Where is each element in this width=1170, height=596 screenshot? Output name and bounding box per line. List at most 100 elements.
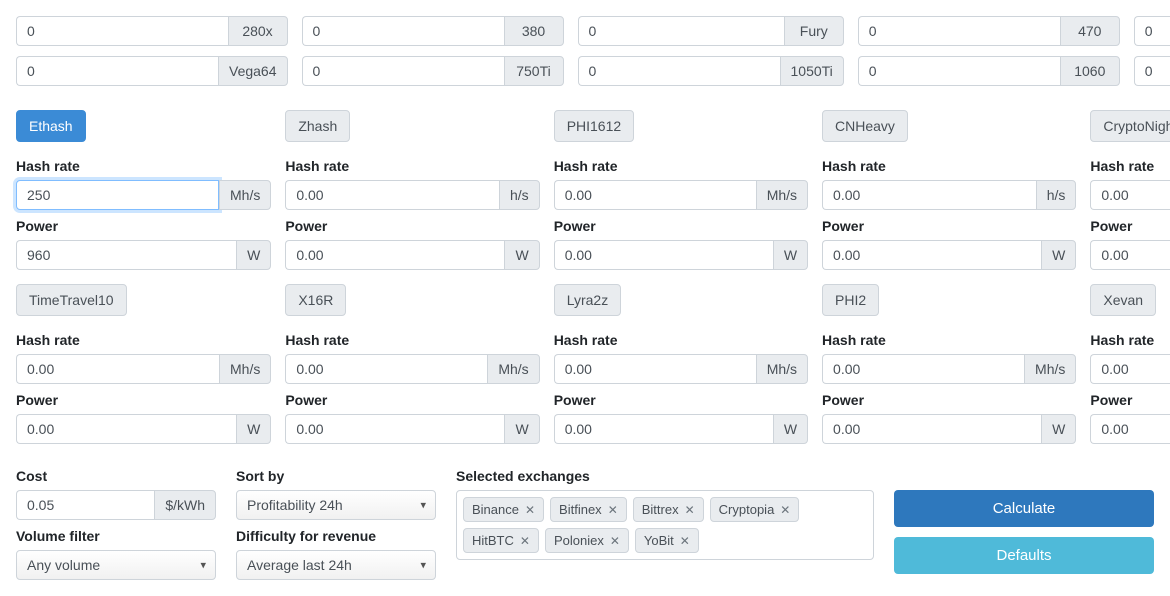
power-input-group: W <box>1090 240 1170 270</box>
algo-button[interactable]: Xevan <box>1090 284 1156 316</box>
power-input-group: W <box>1090 414 1170 444</box>
cost-input[interactable] <box>16 490 154 520</box>
hashrate-input[interactable] <box>16 180 219 210</box>
gpu-count-input[interactable] <box>1134 16 1170 46</box>
close-icon[interactable]: ✕ <box>608 503 618 517</box>
power-label: Power <box>1090 218 1170 234</box>
algo-button[interactable]: CNHeavy <box>822 110 908 142</box>
power-input[interactable] <box>822 240 1041 270</box>
hashrate-label: Hash rate <box>285 158 539 174</box>
hashrate-input-group: Mh/s <box>16 354 271 384</box>
close-icon[interactable]: ✕ <box>525 503 535 517</box>
hashrate-input[interactable] <box>285 180 499 210</box>
hashrate-input[interactable] <box>554 180 756 210</box>
exchange-tag-label: YoBit <box>644 533 674 548</box>
exchange-tag[interactable]: YoBit ✕ <box>635 528 699 553</box>
exchange-tag[interactable]: Cryptopia ✕ <box>710 497 800 522</box>
hashrate-unit: h/s <box>1036 180 1077 210</box>
hashrate-label: Hash rate <box>1090 332 1170 348</box>
exchange-tag-label: Cryptopia <box>719 502 775 517</box>
close-icon[interactable]: ✕ <box>780 503 790 517</box>
exchange-tag[interactable]: Bittrex✕ <box>633 497 704 522</box>
algo-button[interactable]: TimeTravel10 <box>16 284 127 316</box>
algo-button[interactable]: PHI2 <box>822 284 879 316</box>
algo-button[interactable]: Zhash <box>285 110 350 142</box>
power-label: Power <box>16 392 271 408</box>
volume-filter-select[interactable]: Any volume <box>16 550 216 580</box>
hashrate-input[interactable] <box>554 354 756 384</box>
close-icon[interactable]: ✕ <box>520 534 530 548</box>
exchanges-box[interactable]: Binance✕Bitfinex✕Bittrex✕Cryptopia✕HitBT… <box>456 490 874 560</box>
algo-block: EthashHash rateMh/sPowerW <box>16 110 271 270</box>
algo-button[interactable]: Lyra2z <box>554 284 622 316</box>
action-buttons-column: Calculate Defaults <box>894 468 1154 574</box>
exchange-tag[interactable]: Bitfinex✕ <box>550 497 627 522</box>
gpu-count-input[interactable] <box>578 56 780 86</box>
power-input[interactable] <box>16 240 236 270</box>
gpu-count-input[interactable] <box>16 16 228 46</box>
close-icon[interactable]: ✕ <box>685 503 695 517</box>
algo-block: CNHeavyHash rateh/sPowerW <box>822 110 1076 270</box>
sort-difficulty-column: Sort by Profitability 24h Difficulty for… <box>236 468 436 580</box>
hashrate-input-group: Mh/s <box>1090 354 1170 384</box>
power-label: Power <box>285 218 539 234</box>
hashrate-input[interactable] <box>822 354 1024 384</box>
exchange-tag[interactable]: Binance✕ <box>463 497 544 522</box>
power-input[interactable] <box>285 240 504 270</box>
power-label: Power <box>554 392 808 408</box>
power-input[interactable] <box>1090 414 1170 444</box>
hashrate-label: Hash rate <box>1090 158 1170 174</box>
hashrate-unit: Mh/s <box>219 180 271 210</box>
close-icon[interactable]: ✕ <box>610 534 620 548</box>
gpu-count-input[interactable] <box>302 16 504 46</box>
hashrate-label: Hash rate <box>822 332 1076 348</box>
hashrate-input-group: h/s <box>822 180 1076 210</box>
algo-button[interactable]: CryptoNightV7 <box>1090 110 1170 142</box>
power-input-group: W <box>554 414 808 444</box>
exchange-tag-label: Poloniex <box>554 533 604 548</box>
algo-button[interactable]: PHI1612 <box>554 110 634 142</box>
gpu-count-input[interactable] <box>578 16 784 46</box>
gpu-label: 750Ti <box>504 56 564 86</box>
defaults-button[interactable]: Defaults <box>894 537 1154 574</box>
hashrate-input-group: Mh/s <box>554 354 808 384</box>
gpu-count-input[interactable] <box>1134 56 1170 86</box>
sortby-select[interactable]: Profitability 24h <box>236 490 436 520</box>
algo-button[interactable]: Ethash <box>16 110 86 142</box>
gpu-count-input[interactable] <box>302 56 504 86</box>
hashrate-input[interactable] <box>16 354 219 384</box>
calculate-button[interactable]: Calculate <box>894 490 1154 527</box>
power-input-group: W <box>16 414 271 444</box>
power-unit: W <box>504 240 539 270</box>
power-input[interactable] <box>554 240 773 270</box>
power-input-group: W <box>285 414 539 444</box>
gpu-input-group: 1070 <box>1134 56 1170 86</box>
exchange-tag[interactable]: Poloniex ✕ <box>545 528 629 553</box>
difficulty-select[interactable]: Average last 24h <box>236 550 436 580</box>
power-label: Power <box>1090 392 1170 408</box>
gpu-count-input[interactable] <box>858 56 1060 86</box>
hashrate-input[interactable] <box>285 354 487 384</box>
hashrate-label: Hash rate <box>285 332 539 348</box>
algo-block: ZhashHash rateh/sPowerW <box>285 110 539 270</box>
gpu-input-group: Fury <box>578 16 844 46</box>
cost-label: Cost <box>16 468 216 484</box>
gpu-count-input[interactable] <box>16 56 218 86</box>
exchange-tag[interactable]: HitBTC✕ <box>463 528 539 553</box>
power-input[interactable] <box>285 414 504 444</box>
hashrate-input[interactable] <box>1090 354 1170 384</box>
hashrate-input[interactable] <box>822 180 1036 210</box>
close-icon[interactable]: ✕ <box>680 534 690 548</box>
algo-block: X16RHash rateMh/sPowerW <box>285 284 539 444</box>
gpu-input-group: Vega64 <box>16 56 288 86</box>
cost-volume-column: Cost $/kWh Volume filter Any volume <box>16 468 216 580</box>
gpu-label: Fury <box>784 16 844 46</box>
power-input[interactable] <box>1090 240 1170 270</box>
algo-button[interactable]: X16R <box>285 284 346 316</box>
difficulty-label: Difficulty for revenue <box>236 528 436 544</box>
power-input[interactable] <box>554 414 773 444</box>
hashrate-input[interactable] <box>1090 180 1170 210</box>
power-input[interactable] <box>16 414 236 444</box>
gpu-count-input[interactable] <box>858 16 1060 46</box>
power-input[interactable] <box>822 414 1041 444</box>
